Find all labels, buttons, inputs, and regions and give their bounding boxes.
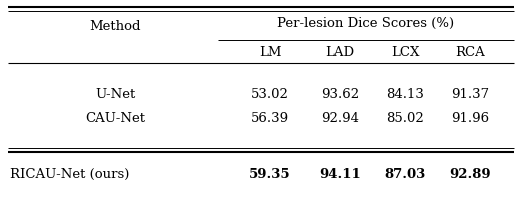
Text: 94.11: 94.11 bbox=[319, 168, 361, 180]
Text: U-Net: U-Net bbox=[95, 88, 135, 102]
Text: 91.96: 91.96 bbox=[451, 112, 489, 124]
Text: 91.37: 91.37 bbox=[451, 88, 489, 102]
Text: 93.62: 93.62 bbox=[321, 88, 359, 102]
Text: 53.02: 53.02 bbox=[251, 88, 289, 102]
Text: Method: Method bbox=[89, 21, 141, 33]
Text: LCX: LCX bbox=[391, 46, 419, 58]
Text: Per-lesion Dice Scores (%): Per-lesion Dice Scores (%) bbox=[277, 17, 455, 29]
Text: CAU-Net: CAU-Net bbox=[85, 112, 145, 124]
Text: 87.03: 87.03 bbox=[384, 168, 425, 180]
Text: 56.39: 56.39 bbox=[251, 112, 289, 124]
Text: LAD: LAD bbox=[325, 46, 354, 58]
Text: 84.13: 84.13 bbox=[386, 88, 424, 102]
Text: RCA: RCA bbox=[455, 46, 485, 58]
Text: 92.94: 92.94 bbox=[321, 112, 359, 124]
Text: LM: LM bbox=[259, 46, 281, 58]
Text: RICAU-Net (ours): RICAU-Net (ours) bbox=[10, 168, 129, 180]
Text: 59.35: 59.35 bbox=[249, 168, 291, 180]
Text: 92.89: 92.89 bbox=[449, 168, 491, 180]
Text: 85.02: 85.02 bbox=[386, 112, 424, 124]
